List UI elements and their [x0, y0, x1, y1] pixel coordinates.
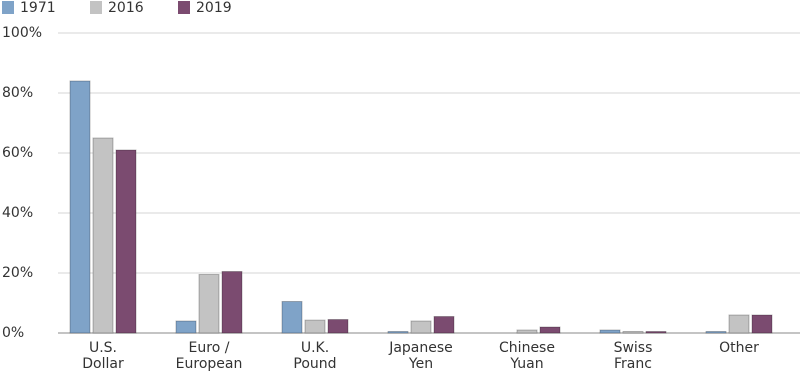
- x-tick-label: Other: [719, 340, 759, 356]
- bar: [327, 319, 349, 334]
- legend-label: 2016: [108, 0, 144, 16]
- bar: [539, 326, 561, 334]
- bar: [705, 331, 727, 334]
- bar: [92, 137, 114, 334]
- y-tick-label: 20%: [2, 265, 33, 281]
- x-tick-label: U.K. Pound: [293, 340, 337, 372]
- x-tick-label: Japanese Yen: [389, 340, 453, 372]
- legend-label: 2019: [196, 0, 232, 16]
- bar: [69, 80, 91, 334]
- bar: [751, 314, 773, 334]
- bar: [221, 271, 243, 334]
- x-tick-label: Swiss Franc: [613, 340, 653, 372]
- y-tick-label: 100%: [2, 25, 42, 41]
- legend-swatch: [2, 1, 14, 14]
- bar: [599, 329, 621, 334]
- bar: [281, 301, 303, 334]
- legend-swatch: [178, 1, 190, 14]
- y-tick-label: 0%: [2, 325, 24, 341]
- legend-label: 1971: [20, 0, 56, 16]
- bar: [433, 316, 455, 334]
- x-tick-label: Chinese Yuan: [499, 340, 555, 372]
- bar: [387, 331, 409, 334]
- bar: [622, 331, 644, 334]
- bar: [728, 314, 750, 334]
- y-tick-label: 60%: [2, 145, 33, 161]
- x-tick-label: U.S. Dollar: [82, 340, 124, 372]
- y-tick-label: 80%: [2, 85, 33, 101]
- bar: [516, 329, 538, 334]
- legend-swatch: [90, 1, 102, 14]
- y-tick-label: 40%: [2, 205, 33, 221]
- bar: [645, 331, 667, 334]
- bar: [410, 320, 432, 334]
- bar: [115, 149, 137, 334]
- x-tick-label: Euro / European: [175, 340, 243, 372]
- bar: [175, 320, 197, 334]
- bar: [198, 274, 220, 334]
- bar: [304, 319, 326, 334]
